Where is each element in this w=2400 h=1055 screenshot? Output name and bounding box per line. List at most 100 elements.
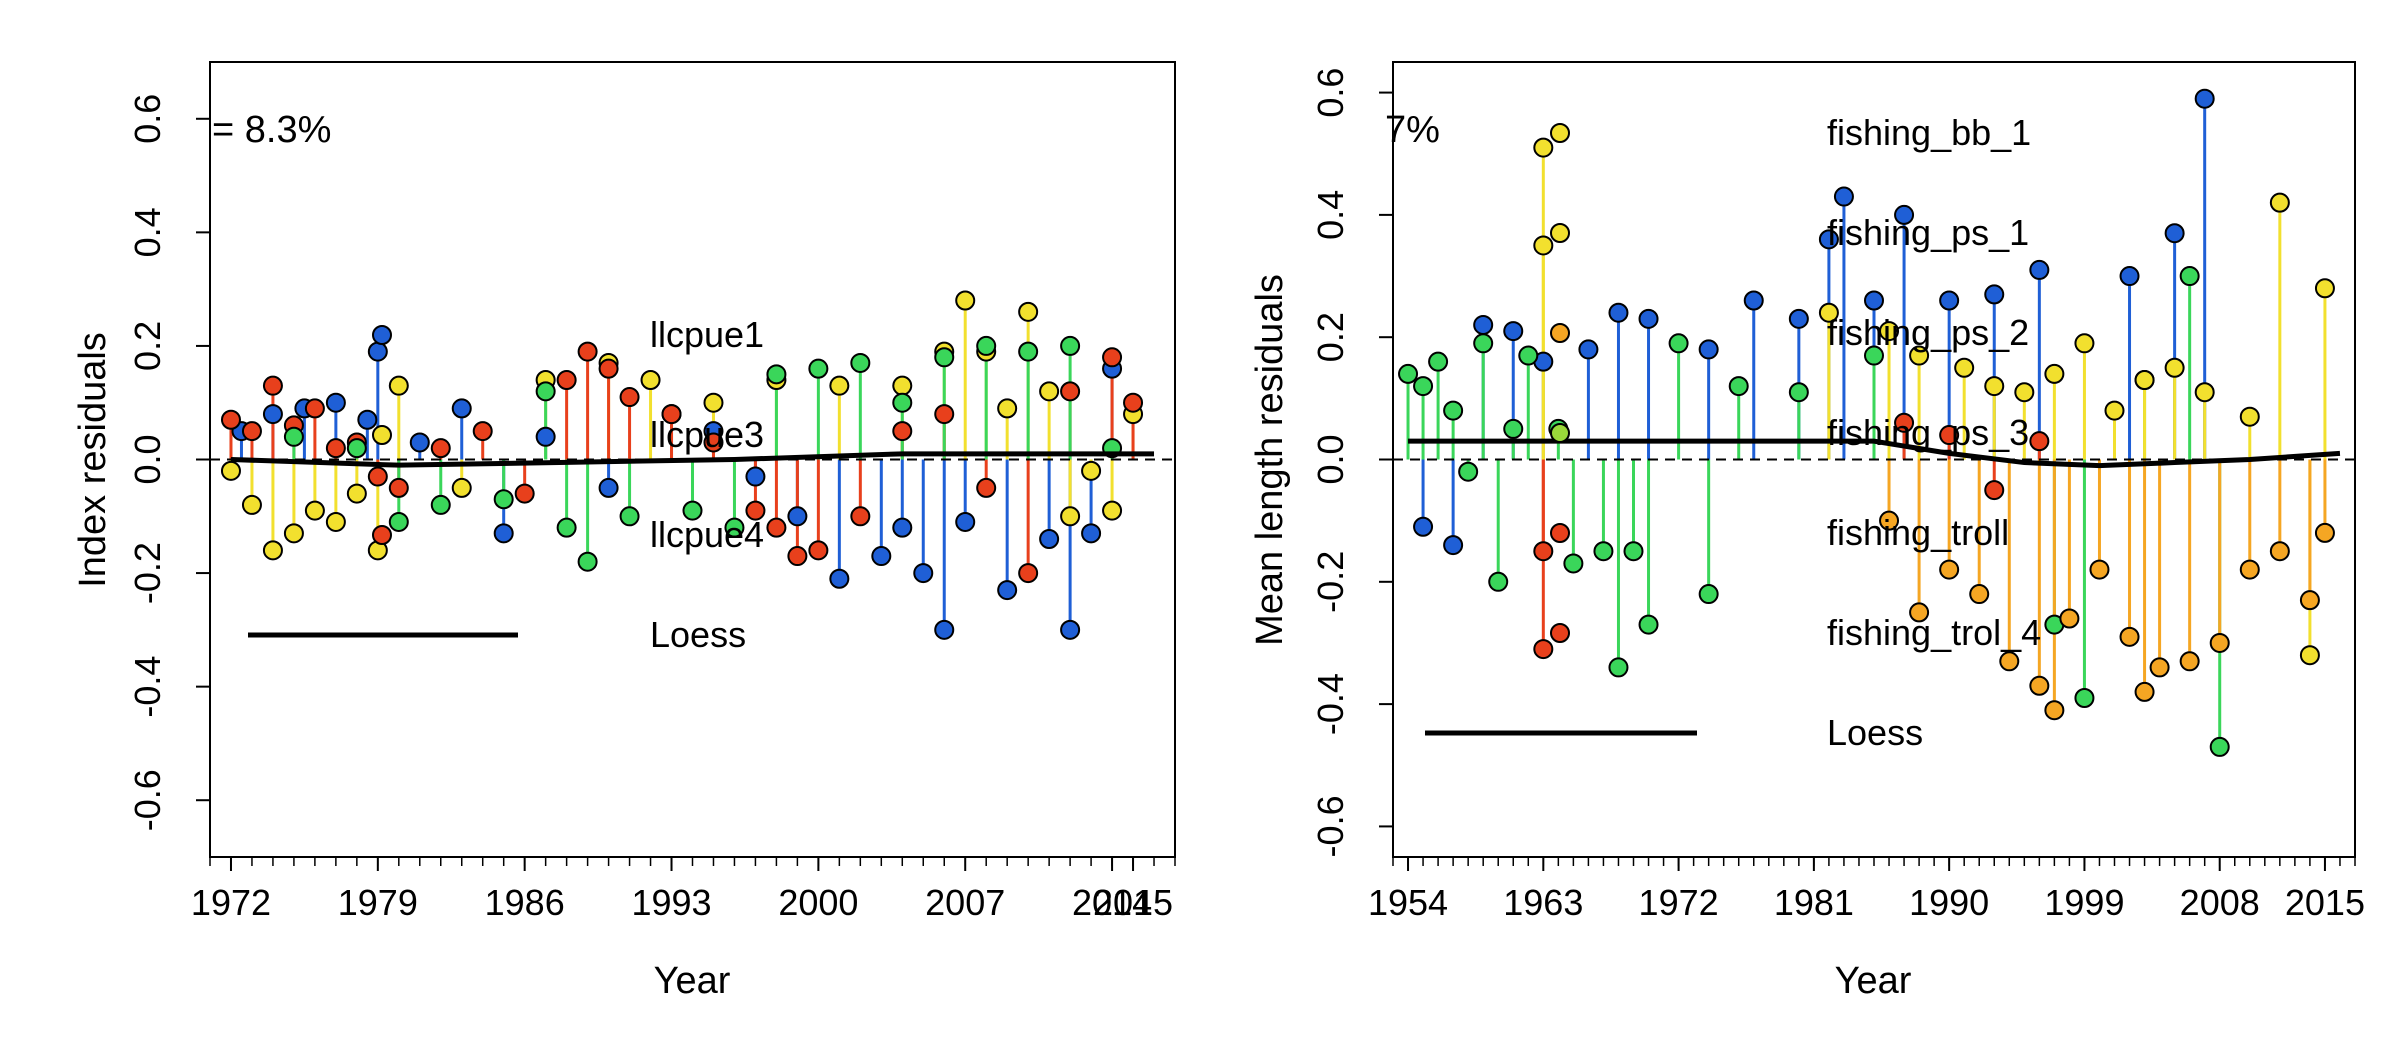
residual-point [1698,584,1719,605]
legend-point-key [1550,123,1570,143]
legend: fishing_bb_1 fishing_ps_1 fishing_ps_2fish… [1425,112,2041,753]
residual-point [1018,563,1039,584]
residual-point [409,432,430,453]
residual-point [2269,192,2290,213]
residual-point [2299,590,2320,611]
residual-point [2134,370,2155,390]
residual-point [1698,339,1719,360]
residual-point [1939,425,1960,446]
residual-point [955,290,976,311]
legend-point-key [1550,623,1570,643]
residual-point [1728,376,1749,397]
x-axis-label: Year [654,960,731,1002]
residual-point [808,540,829,561]
residual-point [1413,376,1434,397]
residual-point [2119,626,2140,647]
residual-point [2059,608,2080,629]
residual-point [2014,382,2035,403]
residual-point [2239,406,2260,427]
residual-point [346,438,367,459]
residual-point [1060,619,1081,640]
x-tick-label: 1979 [338,882,418,923]
residual-point [1984,284,2005,305]
legend-label: fishing_ps_2 [1827,312,2029,353]
residual-point [934,347,955,368]
residual-point [808,358,829,379]
residual-point [619,387,640,408]
residual-point [724,517,745,538]
residual-point [997,580,1018,601]
residual-point [850,506,871,527]
residual-point [1039,529,1060,549]
residual-point [766,364,787,385]
residual-point [1398,363,1419,384]
residual-point [976,477,997,498]
residual-point [304,500,325,521]
residual-point [745,466,766,487]
residual-point [1984,376,2005,397]
residual-point [1608,657,1629,678]
legend-label: fishing_ps_3 [1827,412,2029,453]
residual-point [1864,345,1884,366]
legend-label: fishing_ps_1 [1827,212,2029,253]
residual-point [1533,541,1554,562]
residual-point [430,494,451,515]
residual-point [1909,602,1930,623]
y-tick-label: -0.2 [127,542,168,604]
residual-point [535,381,556,402]
residual-point [241,494,262,515]
residual-point [2119,266,2140,287]
residual-point [2269,541,2290,562]
residual-point [892,375,913,396]
residual-point [1939,559,1960,580]
residual-point [1503,418,1524,439]
residual-point [934,404,955,425]
residual-point [745,500,766,521]
residual-point [2179,651,2200,672]
residual-point [598,477,619,498]
residual-point [577,341,598,362]
residual-point [1879,510,1900,531]
y-tick-label: -0.2 [1310,551,1351,613]
residual-point [1060,506,1081,527]
legend-label: Loess [1827,712,1923,753]
y-tick-label: 0.2 [127,321,168,371]
x-tick-label: 1993 [631,882,711,923]
residual-point [304,398,325,419]
residual-point [325,392,346,413]
legend: llcpue1 llcpue3 llcpue4 Loess [248,314,764,655]
residual-point [1563,553,1584,574]
residual-point [850,352,871,373]
residual-point [766,517,787,538]
residual-point [1413,516,1434,537]
residual-point [262,404,283,425]
residual-point [2149,657,2170,678]
residual-point [2209,736,2230,757]
legend-point-key [1550,323,1570,343]
residual-point [2044,363,2065,384]
residual-point [2314,278,2335,299]
residual-point [451,398,472,419]
residual-point [346,483,367,504]
x-tick-label: 1986 [485,882,565,923]
residual-point [367,341,388,362]
residual-point [1969,584,1990,605]
residual-point [1018,341,1039,362]
residual-point [283,426,304,447]
x-tick-label: 1954 [1368,882,1448,923]
residual-point [1443,535,1464,556]
residual-point [325,511,346,532]
residual-point [2299,645,2320,666]
residual-point [220,460,241,481]
residual-point [2044,700,2065,721]
residual-point [1668,333,1689,354]
legend-label: llcpue1 [650,314,764,355]
legend-point-key [372,525,392,545]
residual-point [1518,345,1539,366]
residual-point [787,546,808,567]
residual-point [619,506,640,527]
legend-point-key [1550,523,1570,543]
legend-label: fishing_trol_4 [1827,612,2041,653]
data-marks [210,290,1175,640]
